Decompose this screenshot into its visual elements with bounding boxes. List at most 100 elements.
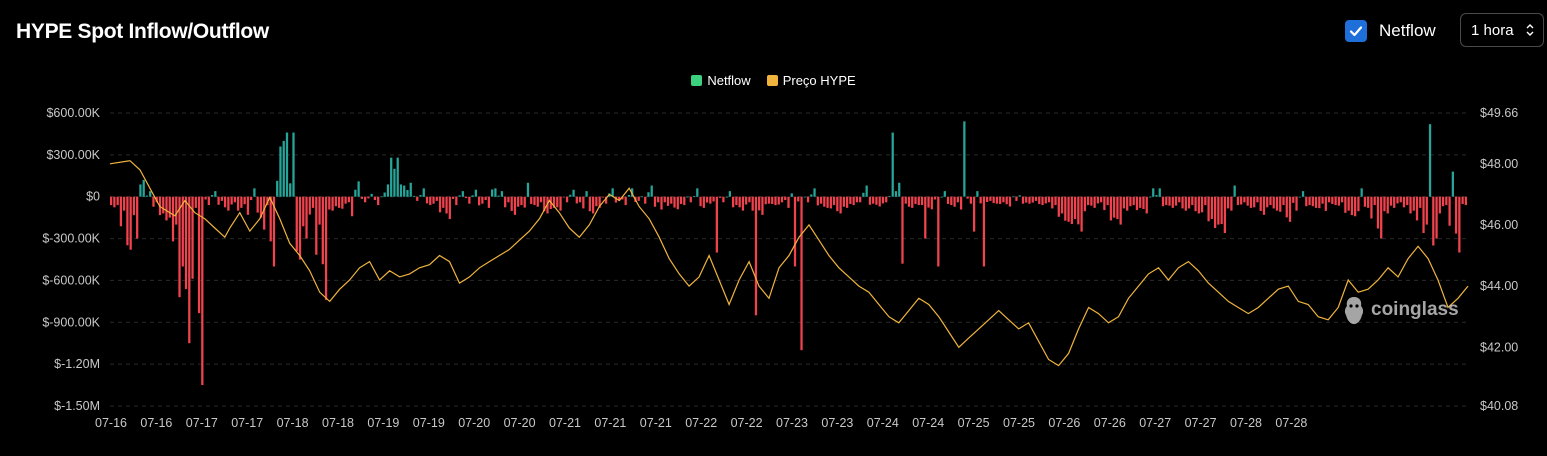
netflow-bar: [292, 132, 295, 197]
netflow-toggle-label[interactable]: Netflow: [1379, 21, 1436, 40]
netflow-bar: [149, 191, 152, 197]
netflow-bar: [432, 196, 435, 204]
netflow-bar: [1210, 196, 1213, 220]
x-tick-label: 07-19: [413, 416, 445, 430]
netflow-bar: [364, 196, 367, 203]
netflow-bar: [1445, 196, 1448, 206]
netflow-bar: [165, 196, 168, 221]
x-tick-label: 07-27: [1185, 416, 1217, 430]
netflow-bar: [718, 196, 722, 198]
netflow-bar: [1406, 196, 1409, 206]
netflow-bar: [478, 196, 481, 206]
netflow-bar: [1213, 196, 1217, 228]
netflow-bar: [214, 191, 217, 197]
netflow-bar: [784, 196, 787, 201]
netflow-bar: [907, 196, 911, 207]
netflow-bar: [354, 189, 357, 197]
x-tick-label: 07-17: [186, 416, 218, 430]
netflow-bar: [250, 196, 253, 201]
netflow-bar: [797, 196, 800, 202]
netflow-bar: [696, 188, 699, 197]
netflow-bar: [240, 196, 243, 208]
interval-select[interactable]: 1 hora: [1460, 13, 1544, 47]
netflow-bar: [637, 196, 640, 201]
netflow-bar: [110, 196, 113, 206]
netflow-bar: [1376, 196, 1380, 229]
netflow-bar: [868, 196, 872, 205]
netflow-bar: [836, 196, 839, 212]
x-tick-label: 07-21: [549, 416, 581, 430]
netflow-bar: [1093, 196, 1096, 208]
legend-label-price: Preço HYPE: [782, 73, 856, 88]
netflow-bar: [803, 196, 806, 198]
netflow-bar: [1073, 196, 1077, 220]
netflow-bar: [745, 196, 748, 205]
netflow-bar: [360, 196, 364, 199]
netflow-bar: [253, 188, 256, 197]
netflow-bar: [259, 196, 263, 218]
netflow-bar: [754, 196, 758, 316]
legend-item-price[interactable]: Preço HYPE: [766, 73, 856, 88]
netflow-bar: [526, 182, 530, 197]
netflow-bar: [999, 196, 1002, 204]
netflow-bar: [464, 196, 468, 199]
netflow-bar: [966, 196, 969, 199]
netflow-bar: [1308, 196, 1311, 206]
netflow-bar: [1249, 196, 1253, 208]
watermark-text: coinglass: [1371, 299, 1459, 320]
netflow-bar: [793, 196, 797, 267]
netflow-bar: [1383, 196, 1386, 212]
netflow-bar: [487, 196, 491, 208]
netflow-bar: [816, 196, 819, 206]
netflow-bar: [1168, 196, 1171, 206]
netflow-bar: [1425, 196, 1428, 225]
y-right-tick-label: $46.00: [1480, 218, 1518, 232]
netflow-bar: [911, 196, 914, 208]
netflow-bar: [1135, 196, 1139, 211]
netflow-bar: [233, 196, 237, 203]
netflow-bar: [732, 196, 735, 208]
x-tick-label: 07-28: [1275, 416, 1307, 430]
netflow-bar: [1357, 196, 1360, 212]
netflow-bar: [1350, 196, 1354, 216]
netflow-bar: [901, 196, 904, 264]
netflow-bar: [1409, 196, 1412, 214]
netflow-bar: [334, 196, 337, 207]
netflow-bar: [976, 191, 979, 197]
netflow-bar: [924, 196, 927, 239]
netflow-bar: [1178, 196, 1181, 203]
netflow-bar: [396, 157, 399, 197]
netflow-bar: [223, 196, 227, 208]
y-left-tick-label: $-600.00K: [42, 273, 100, 287]
netflow-bar: [1119, 196, 1122, 225]
netflow-bar: [393, 168, 396, 197]
y-left-tick-label: $-1.50M: [54, 399, 100, 413]
netflow-checkbox[interactable]: [1345, 20, 1367, 42]
netflow-bar: [1301, 191, 1305, 197]
legend-swatch-price: [766, 75, 778, 86]
netflow-bar: [572, 189, 575, 197]
netflow-bar: [712, 196, 715, 202]
netflow-bar: [552, 196, 556, 208]
netflow-bar: [940, 196, 943, 198]
netflow-bar: [285, 132, 289, 197]
netflow-bar: [220, 196, 223, 201]
legend-label-netflow: Netflow: [707, 73, 751, 88]
netflow-bar: [1054, 196, 1057, 206]
netflow-bar: [699, 196, 702, 207]
netflow-bar: [1331, 196, 1334, 204]
netflow-bar: [139, 184, 142, 197]
netflow-bar: [1200, 196, 1204, 213]
netflow-bar: [953, 196, 956, 207]
netflow-bar: [1090, 196, 1093, 206]
netflow-bar: [188, 196, 191, 344]
netflow-bar: [168, 196, 171, 218]
legend-item-netflow[interactable]: Netflow: [691, 73, 751, 88]
netflow-bar: [380, 196, 383, 198]
netflow-bar: [562, 196, 565, 198]
netflow-bar: [614, 196, 618, 203]
netflow-bar: [1057, 196, 1060, 217]
netflow-bar: [741, 196, 745, 211]
netflow-bar: [243, 196, 246, 205]
